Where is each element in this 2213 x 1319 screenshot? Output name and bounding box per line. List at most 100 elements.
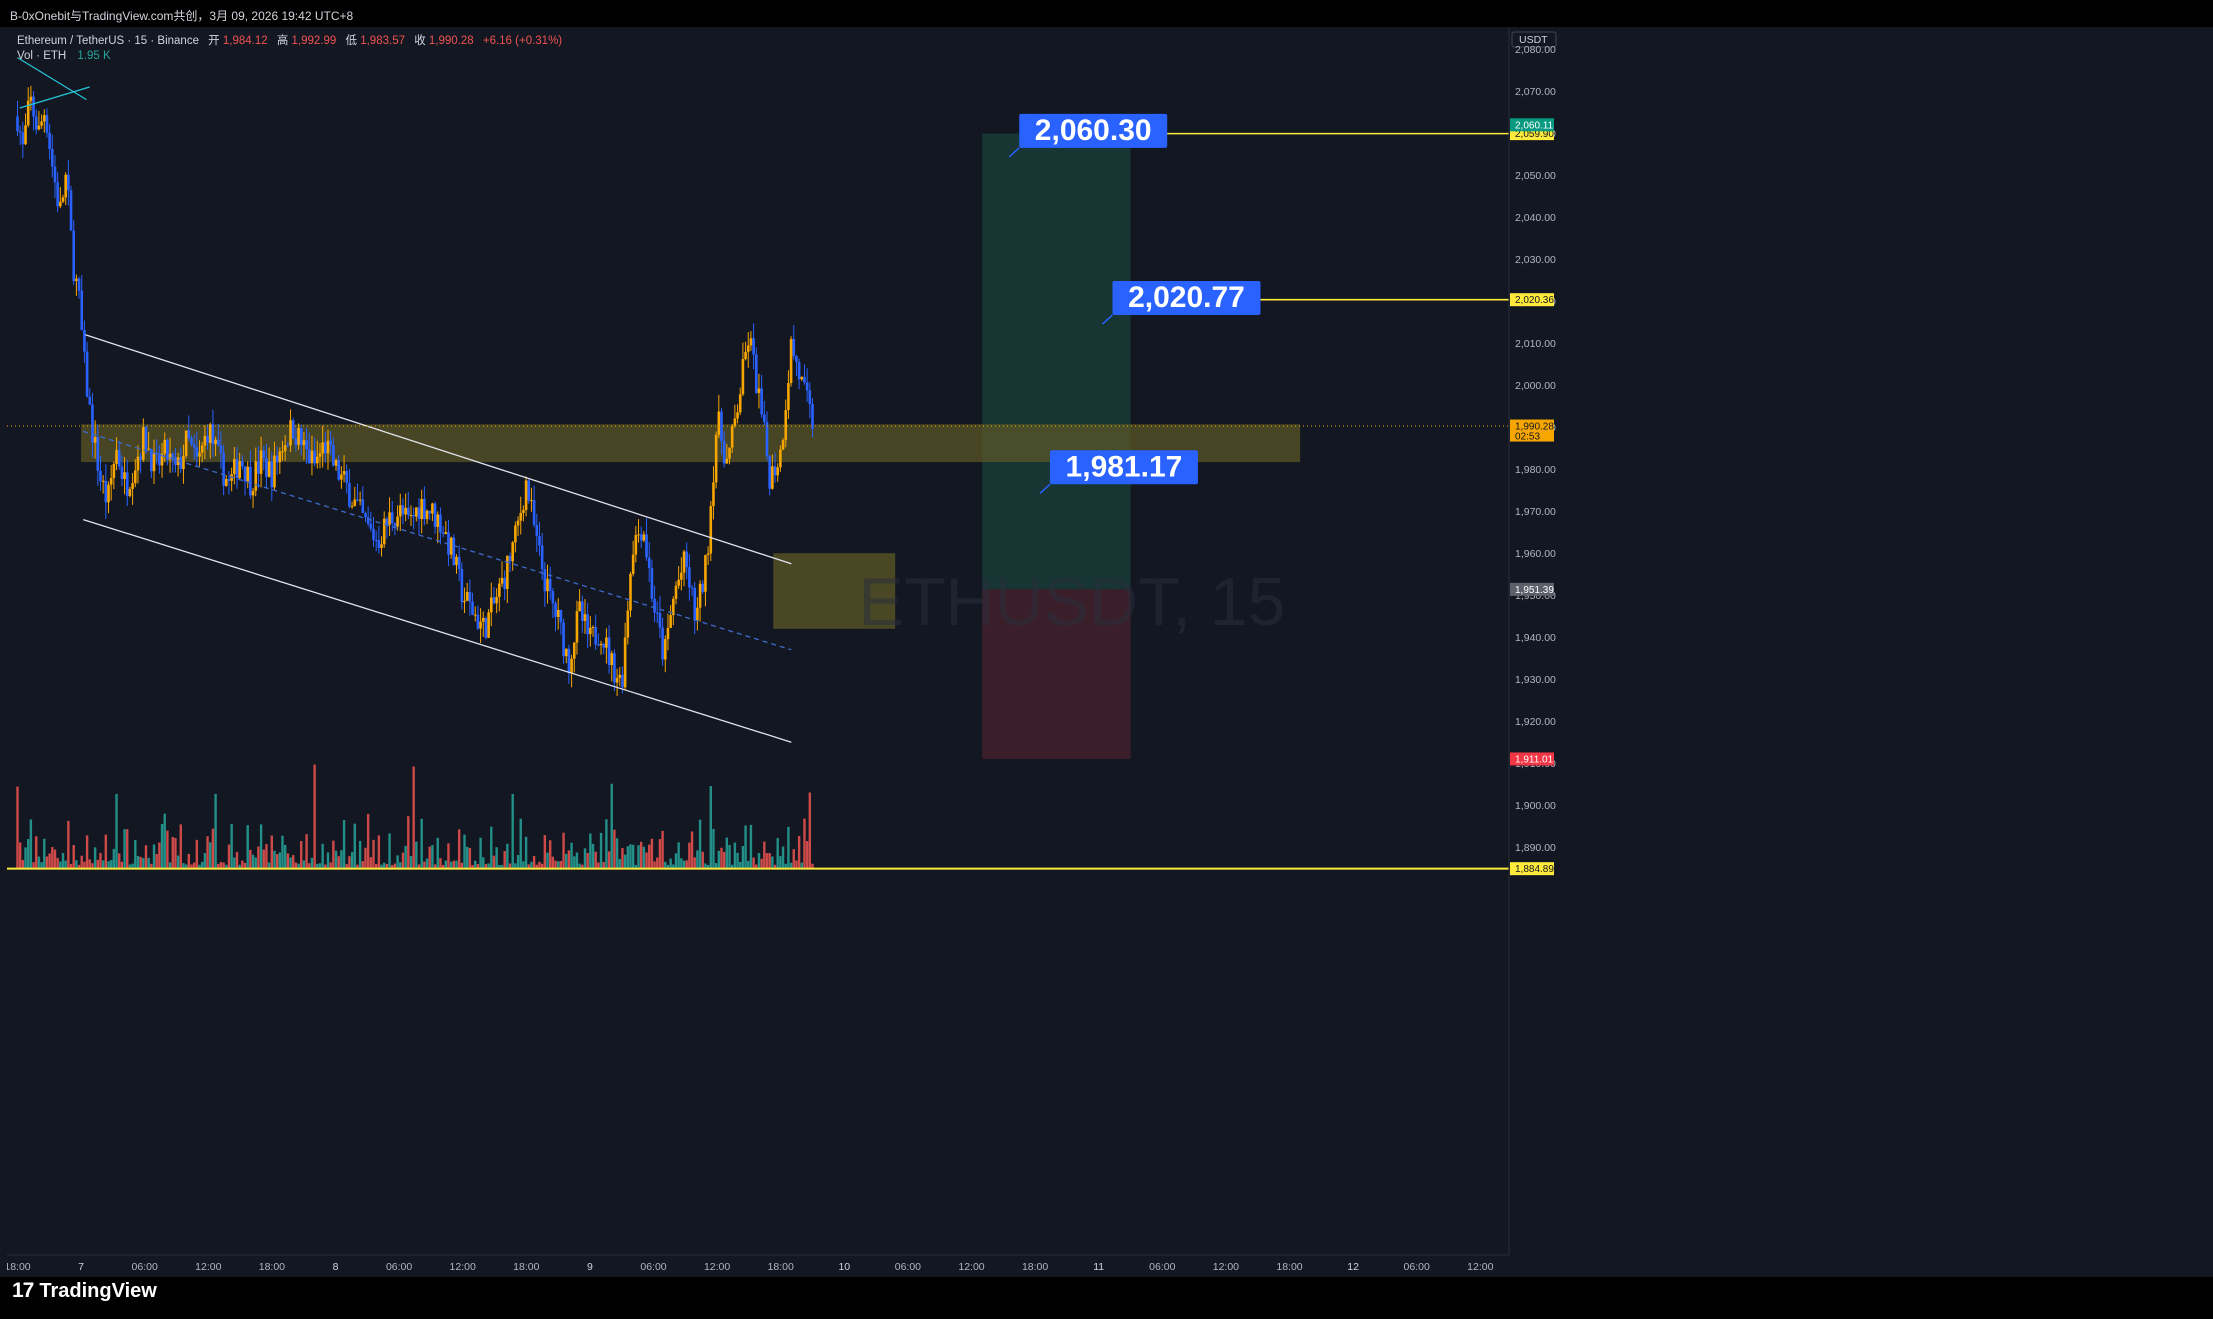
volume-bar xyxy=(621,848,624,869)
volume-bar xyxy=(728,844,731,869)
candle-body xyxy=(530,500,533,502)
candle-body xyxy=(390,512,394,524)
volume-bar xyxy=(420,818,423,869)
last-price-badge-bg xyxy=(1510,419,1554,442)
candle-body xyxy=(682,551,686,573)
chart-area[interactable]: ETHUSDT, 15 2,060.30 2,020.77 1,981.17 Eth… xyxy=(4,27,2208,1277)
candle-body xyxy=(262,450,266,459)
volume-bar xyxy=(565,853,568,869)
volume-bar xyxy=(115,793,118,869)
time-tick-label: 12:00 xyxy=(1213,1261,1239,1273)
candle-body xyxy=(396,516,399,527)
volume-bar xyxy=(613,829,616,869)
candle-body xyxy=(685,551,688,568)
volume-bar xyxy=(538,861,541,869)
volume-bar xyxy=(409,856,413,869)
time-tick-label: 18:00 xyxy=(1276,1261,1302,1273)
candle-body xyxy=(152,452,156,472)
volume-bar xyxy=(144,845,148,869)
trend-line xyxy=(19,86,90,109)
volume-bar xyxy=(134,840,137,869)
candle-body xyxy=(259,450,263,474)
callout-pointer xyxy=(1039,483,1051,494)
tradingview-logo[interactable]: 17 TradingView xyxy=(12,1276,157,1306)
volume-bar xyxy=(669,858,672,869)
candle-body xyxy=(642,534,646,541)
candle-body xyxy=(554,603,557,617)
volume-bar xyxy=(222,862,225,869)
candle-body xyxy=(120,466,124,480)
target-zone xyxy=(982,133,1131,590)
candle-body xyxy=(299,428,303,446)
candle-body xyxy=(273,455,276,488)
candle-body xyxy=(208,424,212,444)
volume-bar xyxy=(383,862,386,869)
candle-body xyxy=(658,612,662,628)
candle-body xyxy=(206,435,209,444)
candle-body xyxy=(575,611,579,643)
volume-bar xyxy=(444,860,447,869)
candle-body xyxy=(321,442,324,454)
volume-bar xyxy=(543,835,547,869)
candle-body xyxy=(468,591,472,602)
chart-attribution: B-0xOnebit与TradingView.com共创，3月 09, 2026… xyxy=(10,9,354,23)
candle-body xyxy=(40,121,43,126)
candle-body xyxy=(508,555,512,562)
candle-body xyxy=(495,596,498,604)
volume-bar xyxy=(56,857,59,869)
candle-body xyxy=(623,637,627,688)
price-tick-label: 1,940.00 xyxy=(1515,632,1556,644)
volume-bar xyxy=(503,851,506,869)
volume-bar xyxy=(171,837,174,869)
price-tick-label: 2,080.00 xyxy=(1515,44,1556,56)
countdown-label: 02:53 xyxy=(1515,432,1540,443)
time-tick-label: 06:00 xyxy=(640,1261,666,1273)
candle-body xyxy=(538,536,541,546)
volume-bar xyxy=(107,861,110,869)
candle-body xyxy=(781,440,785,450)
candle-body xyxy=(340,474,343,480)
candle-body xyxy=(77,278,81,291)
volume-bar xyxy=(682,860,686,869)
price-tick-label: 1,920.00 xyxy=(1515,716,1556,728)
volume-bar xyxy=(388,833,391,869)
candle-body xyxy=(586,614,589,635)
volume-bar xyxy=(176,855,180,869)
candle-body xyxy=(481,617,485,622)
candle-body xyxy=(728,447,731,459)
volume-bar xyxy=(495,847,498,869)
candle-body xyxy=(382,518,386,545)
candle-body xyxy=(136,456,140,471)
volume-bar xyxy=(680,858,683,869)
tradingview-logo-text: TradingView xyxy=(39,1279,157,1302)
currency-box xyxy=(1511,31,1557,48)
candle-body xyxy=(45,115,49,133)
candle-body xyxy=(580,601,584,621)
volume-bar xyxy=(147,857,150,869)
time-axis: 18:00 7 06:00 12:00 18:00 8 06:00 12:00 18:00 9 06… xyxy=(4,1254,1509,1273)
candle-body xyxy=(599,643,603,646)
volume-bar xyxy=(219,861,223,869)
candle-body xyxy=(291,420,295,439)
volume-bar xyxy=(506,843,509,869)
volume-bar xyxy=(35,836,38,869)
legend-open-value: 1,984.12 xyxy=(223,35,268,47)
candle-body xyxy=(797,361,801,380)
price-chart[interactable]: ETHUSDT, 15 2,060.30 2,020.77 1,981.17 Eth… xyxy=(4,27,2208,1277)
volume-bar xyxy=(227,844,231,869)
candle-body xyxy=(639,534,643,541)
legend-high-value: 1,992.99 xyxy=(292,35,337,47)
candle-body xyxy=(597,644,600,646)
candle-body xyxy=(663,639,667,660)
candle-body xyxy=(168,453,172,460)
price-callout xyxy=(1049,450,1198,485)
volume-bar xyxy=(59,861,62,869)
candle-body xyxy=(374,539,378,541)
volume-bar xyxy=(104,834,108,869)
candle-body xyxy=(64,174,67,198)
candle-body xyxy=(69,190,73,231)
legend-high-label: 高 xyxy=(277,33,289,47)
volume-bar xyxy=(752,857,755,869)
volume-bar xyxy=(385,863,389,869)
candle-body xyxy=(318,453,322,457)
